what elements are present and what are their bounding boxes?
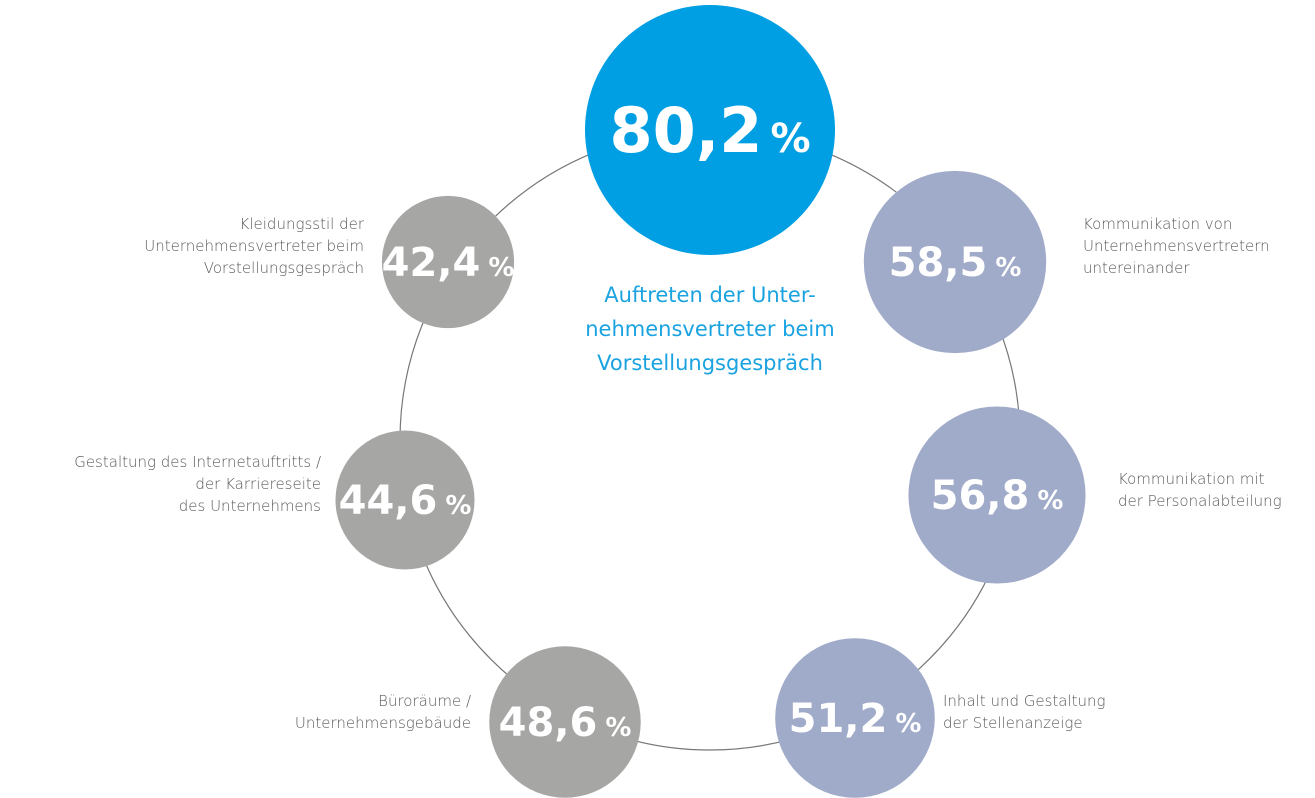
value-label: 44,6% <box>339 478 472 524</box>
value-unit: % <box>995 253 1021 283</box>
category-label: Unternehmensvertretern <box>1083 237 1270 255</box>
value-unit: % <box>895 709 921 739</box>
bubble <box>381 195 515 329</box>
center-text: Vorstellungsgespräch <box>597 351 823 375</box>
value-unit: % <box>1037 486 1063 516</box>
value-unit: % <box>488 253 514 283</box>
value-label: 80,2% <box>609 94 810 167</box>
category-label: untereinander <box>1083 259 1190 277</box>
category-label: der Karriereseite <box>195 475 321 493</box>
category-label: Kommunikation mit <box>1118 470 1265 488</box>
value-number: 42,4 <box>382 240 481 286</box>
category-label: der Stellenanzeige <box>943 714 1083 732</box>
value-unit: % <box>770 116 810 162</box>
category-label: Vorstellungsgespräch <box>204 259 364 277</box>
center-text: Auftreten der Unter- <box>604 283 815 307</box>
value-label: 56,8% <box>931 473 1064 519</box>
category-label: Kommunikation von <box>1083 215 1232 233</box>
value-label: 51,2% <box>789 696 922 742</box>
value-label: 42,4% <box>382 240 515 286</box>
bubble <box>489 646 641 798</box>
category-label: der Personalabteilung <box>1118 492 1282 510</box>
value-unit: % <box>605 713 631 743</box>
category-label: Kleidungsstil der <box>240 215 365 233</box>
center-text: nehmensvertreter beim <box>585 317 834 341</box>
bubble <box>335 430 475 570</box>
category-label: Büroräume / <box>378 692 471 710</box>
category-label: Unternehmensvertreter beim <box>144 237 364 255</box>
bubble <box>863 170 1047 354</box>
category-label: Gestaltung des Internetauftritts / <box>74 453 321 471</box>
bubble <box>775 638 935 798</box>
value-number: 58,5 <box>889 240 988 286</box>
value-label: 48,6% <box>499 700 632 746</box>
category-label: Inhalt und Gestaltung <box>943 692 1106 710</box>
category-label: Unternehmensgebäude <box>295 714 471 732</box>
category-label: des Unternehmens <box>179 497 321 515</box>
value-number: 51,2 <box>789 696 888 742</box>
value-unit: % <box>445 491 471 521</box>
bubble <box>908 406 1086 584</box>
value-label: 58,5% <box>889 240 1022 286</box>
value-number: 80,2 <box>609 94 762 167</box>
value-number: 56,8 <box>931 473 1030 519</box>
value-number: 48,6 <box>499 700 598 746</box>
value-number: 44,6 <box>339 478 438 524</box>
bubble <box>585 5 835 255</box>
